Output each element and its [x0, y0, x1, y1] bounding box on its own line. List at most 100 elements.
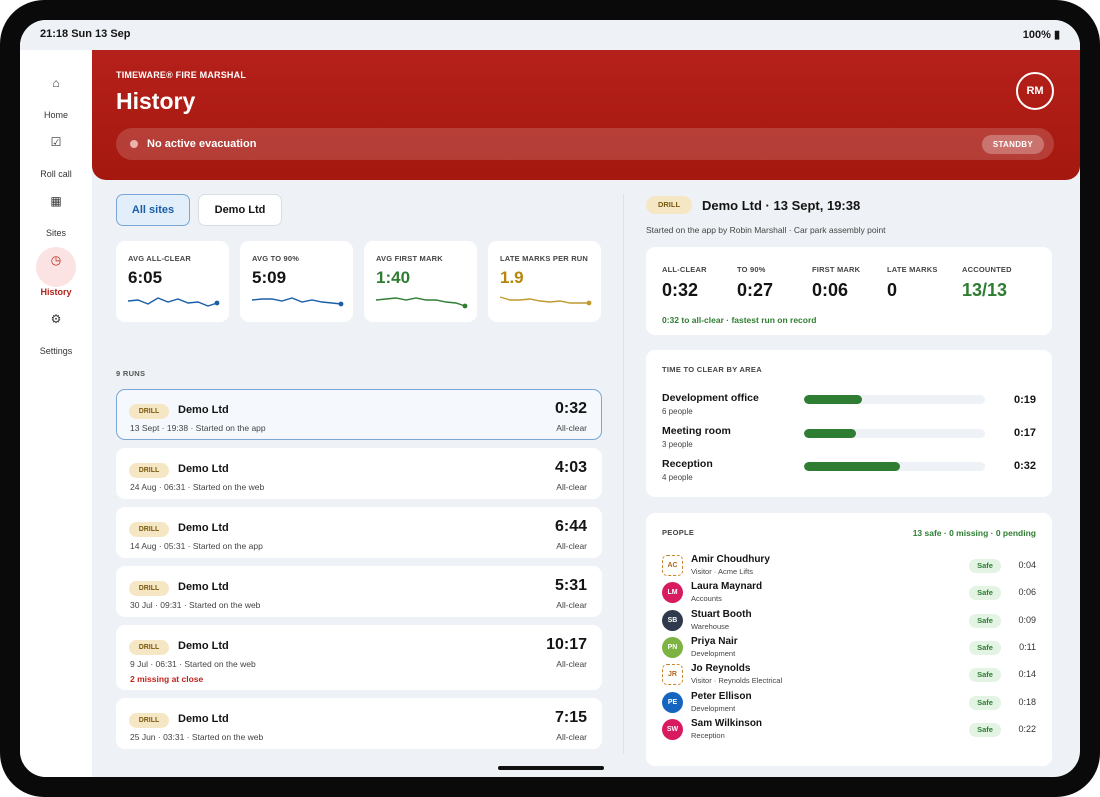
run-site-name: Demo Ltd: [178, 640, 229, 652]
area-people: 6 people: [662, 407, 693, 416]
run-duration-label: All-clear: [556, 732, 587, 742]
column-divider: [623, 194, 624, 754]
area-progress-fill: [804, 395, 862, 404]
detail-subtitle: Started on the app by Robin Marshall · C…: [646, 225, 886, 235]
stat-value: 5:09: [252, 268, 287, 287]
run-card[interactable]: DRILL Demo Ltd 24 Aug · 06:31 · Started …: [116, 448, 602, 499]
stat-label: AVG FIRST MARK: [376, 254, 443, 263]
person-row[interactable]: LM Laura Maynard Accounts Safe 0:06: [662, 580, 1036, 606]
nav-home-label[interactable]: Home: [43, 110, 68, 120]
area-time: 0:32: [1013, 460, 1036, 472]
person-name: Jo Reynolds: [691, 663, 751, 675]
safe-badge: Safe: [969, 640, 1001, 655]
run-duration: 6:44: [554, 518, 587, 535]
run-missing-warning: 2 missing at close: [130, 674, 204, 684]
stat-value: 1:40: [376, 268, 411, 287]
person-row[interactable]: SB Stuart Booth Warehouse Safe 0:09: [662, 608, 1036, 634]
run-card[interactable]: DRILL Demo Ltd 13 Sept · 19:38 · Started…: [116, 389, 602, 440]
people-summary: 13 safe · 0 missing · 0 pending: [912, 528, 1036, 538]
run-details: 9 Jul · 06:31 · Started on the web: [130, 659, 256, 669]
metric-label: LATE MARKS: [887, 265, 938, 274]
person-avatar: AC: [662, 555, 683, 576]
people-panel: PEOPLE 13 safe · 0 missing · 0 pending A…: [646, 513, 1052, 766]
status-bar: 21:18 Sun 13 Sep 100% ▮: [20, 20, 1080, 50]
nav-history[interactable]: ◷: [36, 247, 76, 287]
person-time: 0:09: [1018, 614, 1036, 625]
detail-drill-badge: DRILL: [646, 196, 692, 214]
person-role: Warehouse: [691, 621, 730, 631]
user-avatar[interactable]: RM: [1016, 72, 1054, 110]
run-card[interactable]: DRILL Demo Ltd 30 Jul · 09:31 · Started …: [116, 566, 602, 617]
metric-label: ACCOUNTED: [962, 265, 1012, 274]
person-avatar: LM: [662, 582, 683, 604]
metric-value: 0:27: [737, 280, 774, 300]
run-duration: 0:32: [554, 400, 587, 417]
nav-sites[interactable]: ▦: [36, 188, 76, 228]
drill-badge: DRILL: [129, 713, 169, 728]
run-details: 14 Aug · 05:31 · Started on the app: [130, 541, 263, 551]
area-name: Development office: [662, 392, 759, 404]
area-time: 0:19: [1013, 394, 1036, 406]
person-avatar: JR: [662, 664, 683, 686]
metrics-panel: ALL-CLEAR 0:32 TO 90% 0:27 FIRST MARK 0:…: [646, 247, 1052, 335]
person-row[interactable]: JR Jo Reynolds Visitor · Reynolds Electric…: [662, 662, 1036, 688]
person-row[interactable]: SW Sam Wilkinson Reception Safe 0:22: [662, 717, 1036, 743]
stat-label: AVG TO 90%: [252, 254, 300, 263]
safe-badge: Safe: [969, 668, 1001, 683]
run-card[interactable]: DRILL Demo Ltd 14 Aug · 05:31 · Started …: [116, 507, 602, 558]
run-site-name: Demo Ltd: [178, 522, 229, 534]
person-row[interactable]: PE Peter Ellison Development Safe 0:18: [662, 690, 1036, 716]
sparkline-avg-all-clear: [127, 297, 220, 307]
stat-label: AVG ALL-CLEAR: [128, 254, 192, 263]
run-card[interactable]: DRILL Demo Ltd 25 Jun · 03:31 · Started …: [116, 698, 602, 749]
nav-roll-call-label[interactable]: Roll call: [40, 169, 72, 179]
status-dot-icon: [130, 140, 138, 148]
filter-demo-ltd[interactable]: Demo Ltd: [198, 194, 282, 226]
run-card[interactable]: DRILL Demo Ltd 9 Jul · 06:31 · Started o…: [116, 625, 602, 690]
nav-settings-label[interactable]: Settings: [39, 346, 73, 356]
stat-avg-all-clear: AVG ALL-CLEAR 6:05: [116, 241, 229, 322]
run-site-name: Demo Ltd: [178, 404, 229, 416]
status-time: 21:18 Sun 13 Sep: [40, 28, 131, 40]
areas-panel: TIME TO CLEAR BY AREA Development office…: [646, 350, 1052, 497]
filter-all-sites[interactable]: All sites: [116, 194, 190, 226]
metric-late-marks: LATE MARKS 0: [887, 265, 938, 301]
run-duration: 10:17: [546, 636, 587, 653]
home-indicator[interactable]: [498, 766, 604, 770]
area-name: Meeting room: [662, 425, 731, 437]
nav-home[interactable]: ⌂: [36, 70, 76, 110]
app-screen: 21:18 Sun 13 Sep 100% ▮ ⌂ Home ☑ Roll ca…: [20, 20, 1080, 777]
building-icon: ▦: [50, 194, 62, 208]
checklist-icon: ☑: [50, 135, 62, 149]
area-progress-fill: [804, 462, 900, 471]
stat-value: 1.9: [500, 268, 524, 287]
person-role: Accounts: [691, 594, 722, 604]
person-role: Development: [691, 703, 736, 713]
sparkline-avg-first-mark: [375, 297, 468, 309]
area-progress-bar: [804, 429, 985, 438]
run-duration: 5:31: [554, 577, 587, 594]
person-avatar: SB: [662, 609, 683, 631]
nav-history-label[interactable]: History: [40, 287, 72, 297]
run-duration-label: All-clear: [556, 659, 587, 669]
nav-roll-call[interactable]: ☑: [36, 129, 76, 169]
run-duration-label: All-clear: [556, 600, 587, 610]
nav-settings[interactable]: ⚙: [36, 306, 76, 346]
person-role: Visitor · Reynolds Electrical: [691, 676, 783, 686]
page-header: TIMEWARE® FIRE MARSHAL History RM No act…: [92, 50, 1080, 180]
safe-badge: Safe: [969, 559, 1001, 573]
person-row[interactable]: PN Priya Nair Development Safe 0:11: [662, 635, 1036, 661]
person-name: Stuart Booth: [691, 608, 752, 620]
person-role: Visitor · Acme Lifts: [691, 567, 753, 576]
metric-first-mark: FIRST MARK 0:06: [812, 265, 860, 301]
person-row[interactable]: AC Amir Choudhury Visitor · Acme Lifts Safe…: [662, 553, 1036, 579]
runs-count: 9 RUNS: [116, 369, 146, 378]
standby-badge: STANDBY: [981, 135, 1044, 154]
sparkline-avg-to-90: [251, 297, 344, 307]
detail-title: Demo Ltd · 13 Sept, 19:38: [702, 198, 861, 213]
nav-sites-label[interactable]: Sites: [45, 228, 66, 238]
fastest-run-note: 0:32 to all-clear · fastest run on recor…: [662, 315, 817, 325]
safe-badge: Safe: [969, 613, 1001, 628]
sparkline-late-marks: [499, 296, 592, 306]
